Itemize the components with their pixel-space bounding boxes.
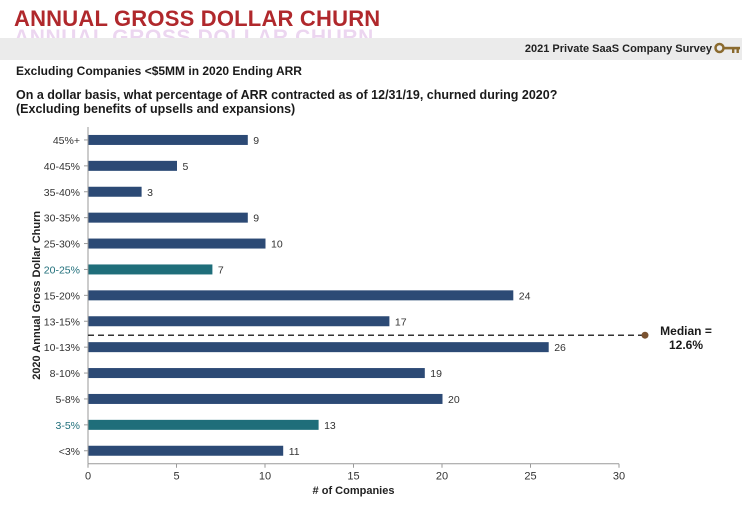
y-tick-label: 10-13% [44, 342, 80, 354]
x-tick-label: 25 [524, 471, 536, 483]
key-icon [714, 42, 740, 54]
page-title: ANNUAL GROSS DOLLAR CHURN [14, 6, 381, 31]
data-label: 5 [183, 161, 189, 173]
y-tick-label: 15-20% [44, 290, 80, 302]
x-tick-label: 30 [613, 471, 625, 483]
data-label: 10 [271, 239, 283, 251]
y-tick-label: 45%+ [53, 135, 80, 147]
question-line-1: On a dollar basis, what percentage of AR… [16, 88, 558, 102]
x-tick-label: 10 [259, 471, 271, 483]
bar [88, 342, 549, 353]
data-label: 9 [253, 213, 259, 225]
median-label: Median = 12.6% [652, 324, 720, 352]
x-tick-label: 20 [436, 471, 448, 483]
survey-question: On a dollar basis, what percentage of AR… [16, 88, 636, 116]
y-tick-label: 25-30% [44, 239, 80, 251]
bar [88, 264, 213, 275]
bar [88, 445, 284, 456]
data-label: 11 [289, 446, 300, 458]
survey-label: 2021 Private SaaS Company Survey [524, 43, 712, 55]
y-tick-label: 35-40% [44, 187, 80, 199]
data-label: 17 [395, 316, 407, 328]
y-tick-label: 5-8% [55, 394, 80, 406]
bar [88, 160, 177, 171]
y-tick-label: 40-45% [44, 161, 80, 173]
median-label-value: 12.6% [668, 338, 704, 352]
median-marker-dot [641, 331, 649, 339]
chart-subtitle: Excluding Companies <$5MM in 2020 Ending… [16, 64, 302, 78]
y-tick-label: 3-5% [55, 420, 80, 432]
bar [88, 419, 319, 430]
data-label: 3 [147, 187, 153, 199]
data-label: 7 [218, 264, 224, 276]
y-tick-label: <3% [59, 446, 80, 458]
y-axis-title: 2020 Annual Gross Dollar Churn [31, 211, 43, 380]
bar [88, 368, 425, 379]
data-label: 24 [519, 290, 531, 302]
bar [88, 316, 390, 327]
bar [88, 238, 266, 249]
y-tick-label: 13-15% [44, 316, 80, 328]
data-label: 26 [554, 342, 566, 354]
x-tick-label: 0 [85, 471, 91, 483]
data-label: 20 [448, 394, 460, 406]
y-tick-label: 30-35% [44, 213, 80, 225]
bar [88, 134, 248, 145]
bar [88, 212, 248, 223]
bar [88, 186, 142, 197]
y-tick-label: 20-25% [44, 264, 80, 276]
x-tick-label: 5 [173, 471, 179, 483]
x-axis-title: # of Companies [313, 485, 395, 497]
x-tick-label: 15 [347, 471, 359, 483]
y-tick-label: 8-10% [50, 368, 80, 380]
median-label-line1: Median = [660, 324, 712, 338]
bar [88, 393, 443, 404]
question-line-2: (Excluding benefits of upsells and expan… [16, 102, 296, 116]
data-label: 13 [324, 420, 336, 432]
data-label: 9 [253, 135, 259, 147]
survey-band [0, 38, 742, 60]
bar [88, 290, 514, 301]
data-label: 19 [430, 368, 442, 380]
